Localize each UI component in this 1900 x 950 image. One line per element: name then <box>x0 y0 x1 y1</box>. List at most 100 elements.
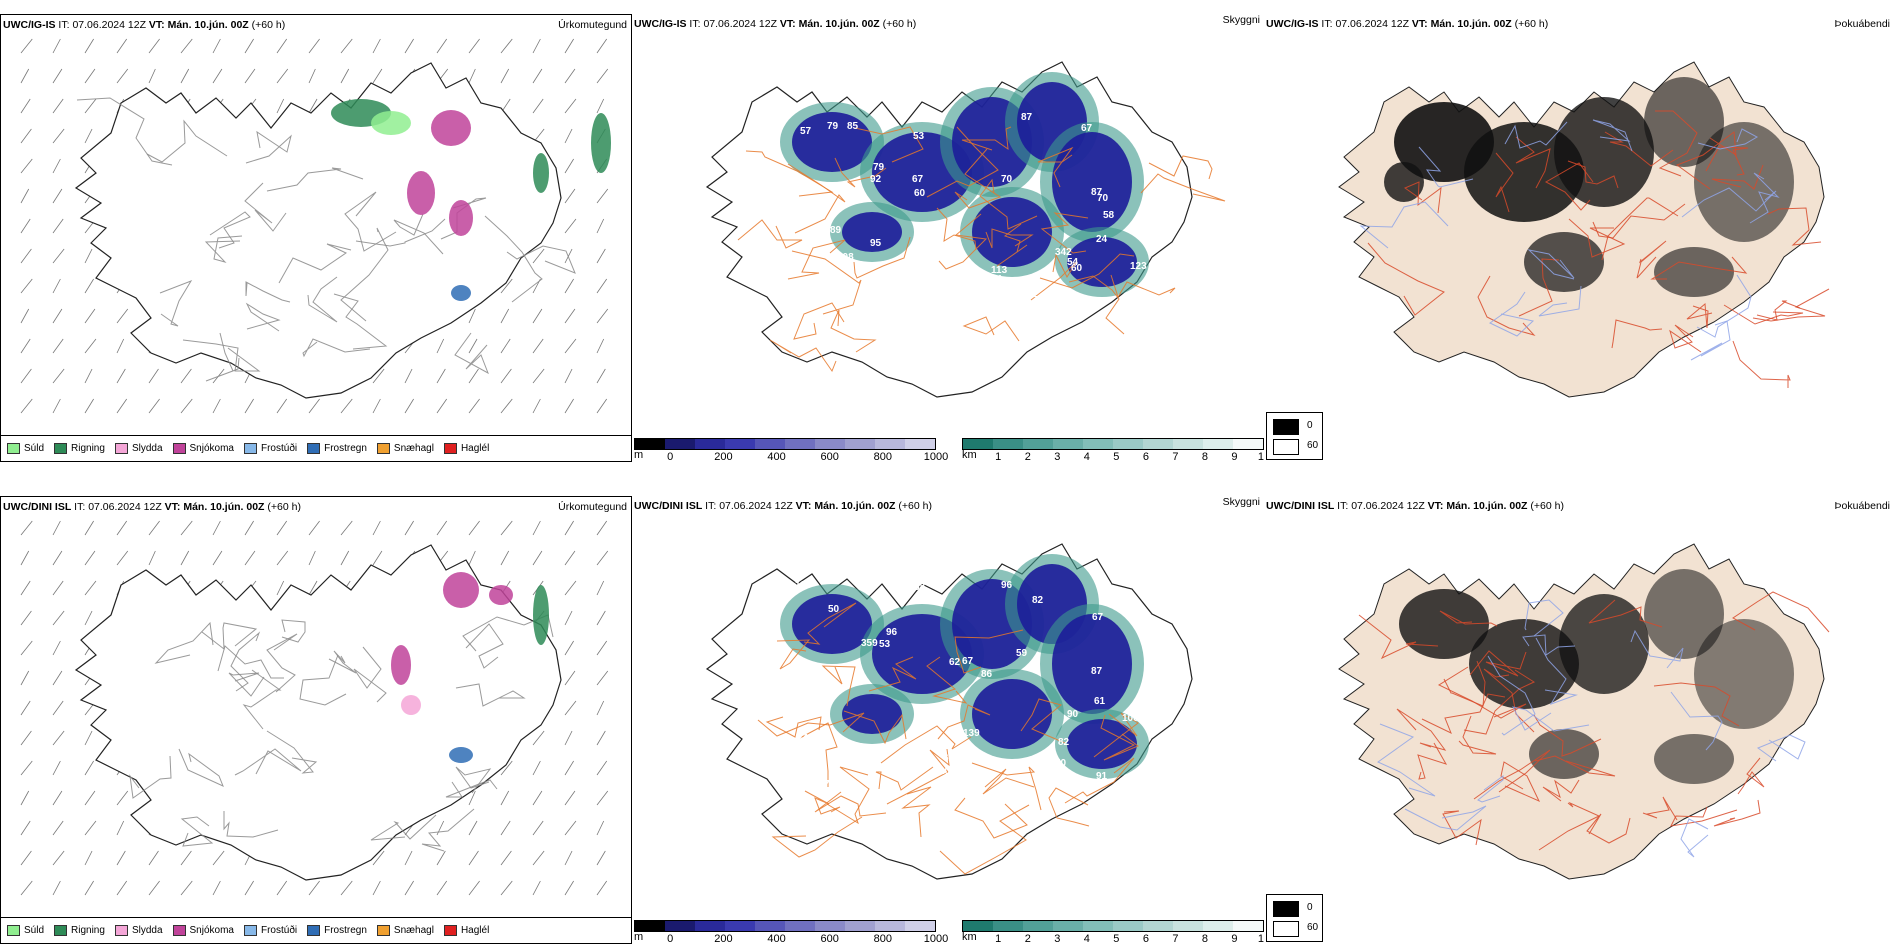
road-line <box>1522 634 1576 656</box>
road-line <box>1604 131 1674 167</box>
wind-barb <box>564 550 576 566</box>
colorbar-step <box>1113 921 1143 931</box>
legend-swatch <box>7 925 20 936</box>
wind-barb <box>372 520 381 536</box>
colorbar-tick: 4 <box>1083 451 1090 462</box>
wind-barb <box>52 850 65 866</box>
wind-barb <box>340 398 353 414</box>
road-line <box>445 779 498 798</box>
road-line <box>454 332 489 375</box>
road-line <box>886 748 950 805</box>
wind-barb <box>276 38 288 54</box>
cloud-base-area <box>1052 132 1132 232</box>
legend-item: Frostregn <box>307 925 367 936</box>
colorbar-step <box>1083 439 1113 449</box>
road-line <box>1534 755 1616 777</box>
colorbar-step <box>815 439 845 449</box>
wind-barb <box>52 38 61 54</box>
wind-barb <box>596 308 609 324</box>
cloud-base-value: 68 <box>967 282 979 293</box>
legend-item: Snjókoma <box>172 443 234 454</box>
wind-barb <box>20 760 33 776</box>
road-line <box>244 182 287 232</box>
wind-barb <box>84 880 94 896</box>
cloud-base-value: 95 <box>870 238 882 249</box>
road-line <box>1756 300 1801 321</box>
wind-barb <box>20 368 32 384</box>
wind-barb <box>52 700 64 716</box>
product-name: Skyggni <box>1222 496 1260 508</box>
product-name: Úrkomutegund <box>558 19 627 31</box>
visibility-panel-row1: UWC/DINI ISL IT: 07.06.2024 12Z VT: Mán.… <box>632 496 1264 944</box>
colorbar-step <box>695 439 725 449</box>
wind-barb <box>340 38 353 54</box>
cloud-base-value: 96 <box>886 627 898 638</box>
road-line <box>745 150 834 197</box>
wind-barb <box>212 398 221 414</box>
legend-label: Snæhagl <box>393 925 434 936</box>
road-line <box>854 126 924 163</box>
cloud-base-value: 75 <box>824 779 836 790</box>
wind-barb <box>596 68 609 84</box>
cloud-base-value: 82 <box>1058 737 1070 748</box>
cloud-base-value: 50 <box>828 604 840 615</box>
wind-barb <box>596 98 605 114</box>
wind-barb <box>596 640 608 656</box>
colorbar-step <box>635 921 665 931</box>
cloud-base-value: 96 <box>1007 293 1019 304</box>
road-line <box>1756 734 1806 762</box>
cloud-base-value: 61 <box>1094 696 1106 707</box>
fog-area <box>1554 97 1654 207</box>
colorbar-strip <box>634 438 936 450</box>
road-line <box>834 157 887 188</box>
wind-barb <box>20 248 32 264</box>
wind-barb <box>500 850 512 866</box>
wind-barb <box>500 68 510 84</box>
colorbar-unit: m <box>634 449 644 461</box>
wind-barb <box>500 760 513 776</box>
wind-barb <box>116 550 129 566</box>
road-line <box>954 148 1002 209</box>
legend-label: Frostregn <box>324 925 367 936</box>
wind-barb <box>596 520 608 536</box>
legend-item: Slydda <box>114 925 163 936</box>
road-line <box>370 814 437 841</box>
colorbar-step <box>875 921 905 931</box>
wind-barb <box>564 700 577 716</box>
road-line <box>1686 303 1713 329</box>
wind-barb <box>532 850 545 866</box>
fog-area <box>1644 569 1724 659</box>
colorbar-step <box>905 921 935 931</box>
wind-barb <box>532 730 545 746</box>
road-line <box>1421 693 1506 735</box>
wind-barb <box>84 850 93 866</box>
road-line <box>830 309 877 353</box>
colorbar-step <box>993 921 1023 931</box>
wind-barb <box>52 188 63 204</box>
colorbar-step <box>635 439 665 449</box>
road-line <box>1713 799 1761 827</box>
wind-barb <box>84 338 97 354</box>
wind-barb <box>372 368 385 384</box>
wind-barb <box>404 520 414 536</box>
colorbar-strip <box>634 920 936 932</box>
road-line <box>880 725 972 764</box>
road-line <box>982 768 1035 795</box>
wind-barb <box>532 790 543 806</box>
cloud-base-value: 87 <box>883 577 895 588</box>
cloud-base-value: 91 <box>1096 771 1108 782</box>
wind-barb <box>20 38 33 54</box>
colorbar-step <box>1233 921 1263 931</box>
road-line <box>1749 172 1780 224</box>
fog-area <box>1469 619 1579 709</box>
road-line <box>954 629 1024 674</box>
cloud-base-value: 101 <box>986 274 1003 285</box>
colorbar-strip <box>962 920 1264 932</box>
road-line <box>804 790 841 815</box>
wind-barb <box>20 398 33 414</box>
road-line <box>1489 291 1535 337</box>
colorbar-step <box>1083 921 1113 931</box>
road-line <box>223 811 279 838</box>
wind-barb <box>84 760 94 776</box>
road-line <box>769 339 837 373</box>
